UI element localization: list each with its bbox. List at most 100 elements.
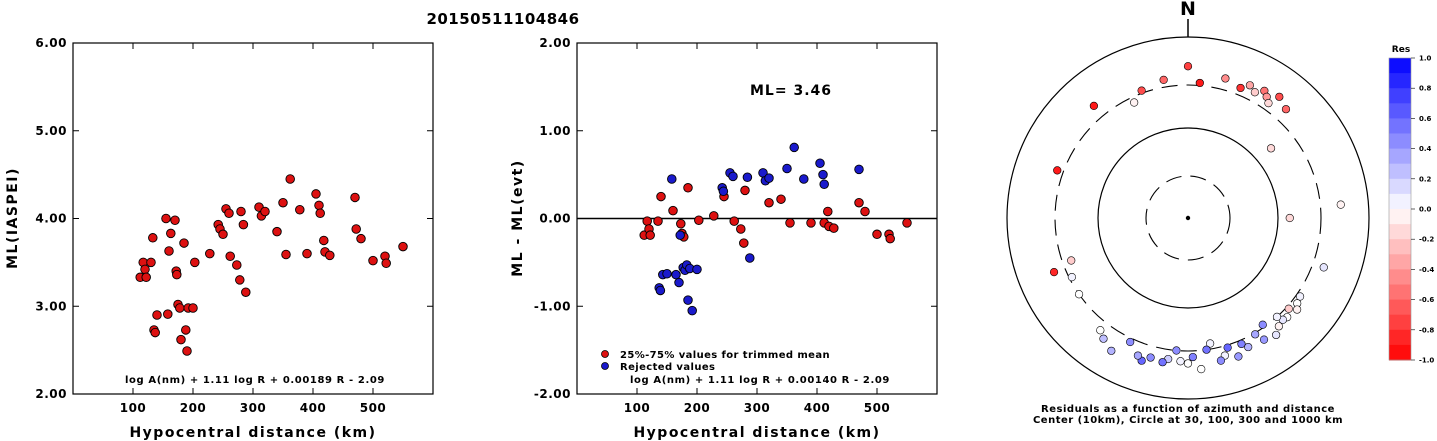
station-point (1126, 337, 1135, 347)
colorbar-cells (1389, 58, 1411, 361)
station-point (1319, 263, 1328, 272)
data-point (740, 185, 750, 196)
data-point (350, 192, 360, 203)
station-point (1272, 330, 1281, 340)
colorbar-cell (1389, 269, 1411, 285)
data-point (854, 164, 864, 175)
data-point (278, 197, 288, 208)
data-point (170, 215, 180, 226)
data-point (854, 197, 864, 208)
colorbar-tick-label: 0.0 (1419, 206, 1432, 214)
station-point (1293, 305, 1302, 314)
data-point (152, 310, 162, 320)
tick-marks: 100 200 300 400 500 -2.00 -1.00 0.00 1.00 2.00 (534, 36, 937, 415)
plot-frame (72, 42, 434, 395)
data-point (295, 204, 305, 215)
station-point (1089, 101, 1098, 110)
y-tick-label: -2.00 (534, 387, 571, 401)
polar-residual-panel: N Residuals as a function of azimuth and… (1006, 0, 1370, 426)
colorbar-tick-label: -0.8 (1419, 326, 1434, 334)
data-point (718, 186, 729, 197)
residual-colorbar: Res 1.0 0.8 0.6 0.4 0.2 0.0 -0.2 -0.4 -0.6 -0.8 -1… (1388, 45, 1434, 365)
colorbar-cell (1389, 284, 1411, 301)
colorbar-cell (1389, 193, 1411, 210)
data-point (182, 346, 192, 356)
data-point (148, 233, 158, 243)
data-point (150, 327, 160, 338)
legend-label-trimmed: 25%-75% values for trimmed mean (620, 350, 830, 361)
data-point (806, 218, 816, 228)
data-point (902, 218, 912, 228)
station-point (1197, 365, 1206, 374)
colorbar-cell (1389, 299, 1411, 316)
magnitude-formula: log A(nm) + 1.11 log R + 0.00140 R - 2.0… (630, 375, 890, 386)
station-point (1096, 326, 1105, 335)
data-point (179, 238, 189, 248)
data-point (819, 179, 829, 190)
colorbar-cell (1389, 133, 1411, 150)
data-point (736, 224, 746, 234)
data-point (694, 215, 704, 226)
data-point (668, 205, 678, 216)
data-point (674, 277, 684, 288)
station-point (1251, 330, 1260, 339)
x-axis-label: Hypocentral distance (km) (633, 425, 880, 441)
x-tick-label: 500 (864, 401, 891, 415)
legend-marker-rejected (601, 362, 609, 370)
data-point (260, 206, 270, 217)
data-point (645, 230, 655, 240)
station-point (1250, 88, 1259, 97)
station-point (1158, 358, 1167, 367)
station-point (1172, 346, 1181, 355)
data-point (281, 249, 291, 260)
station-point (1049, 268, 1059, 277)
data-point (739, 238, 749, 248)
station-point (1137, 86, 1146, 95)
colorbar-tick-label: 0.4 (1419, 145, 1432, 153)
y-axis-label: ML(IASPEI) (5, 167, 21, 269)
data-point (860, 206, 870, 217)
station-point (1274, 322, 1283, 331)
data-point (166, 228, 176, 239)
data-point (662, 269, 672, 279)
colorbar-cell (1389, 73, 1411, 89)
x-tick-label: 300 (240, 401, 267, 415)
station-point (1295, 292, 1305, 301)
data-point (325, 250, 335, 261)
data-point (667, 174, 677, 184)
station-point (1236, 83, 1245, 93)
data-point (671, 269, 681, 280)
data-point (782, 163, 792, 174)
y-tick-label: 6.00 (35, 36, 67, 50)
data-point (785, 218, 795, 228)
colorbar-tick-labels: 1.0 0.8 0.6 0.4 0.2 0.0 -0.2 -0.4 -0.6 -0.8 -1.0 (1411, 55, 1434, 365)
data-point (190, 257, 200, 268)
data-point (315, 208, 325, 218)
station-point (1202, 345, 1211, 354)
station-point (1099, 334, 1108, 343)
ring-30km (1145, 175, 1231, 261)
data-point (356, 233, 366, 244)
data-point (742, 172, 753, 183)
x-tick-label: 400 (300, 401, 327, 415)
data-point (175, 303, 185, 313)
data-point (141, 272, 151, 283)
y-tick-label: 1.00 (539, 124, 571, 138)
data-point (188, 303, 198, 313)
colorbar-cell (1389, 329, 1411, 346)
colorbar-cell (1389, 88, 1411, 104)
colorbar-cell (1389, 118, 1411, 134)
data-point (653, 216, 663, 226)
data-point (241, 287, 251, 297)
station-point (1336, 200, 1345, 209)
data-point (161, 213, 171, 224)
colorbar-tick-label: 0.2 (1419, 175, 1432, 183)
station-point (1188, 352, 1197, 362)
colorbar-title: Res (1392, 45, 1410, 55)
station-point (1244, 342, 1253, 352)
y-tick-label: 4.00 (35, 212, 67, 226)
x-tick-label: 100 (120, 401, 147, 415)
data-point (885, 233, 895, 244)
data-point (764, 173, 774, 183)
